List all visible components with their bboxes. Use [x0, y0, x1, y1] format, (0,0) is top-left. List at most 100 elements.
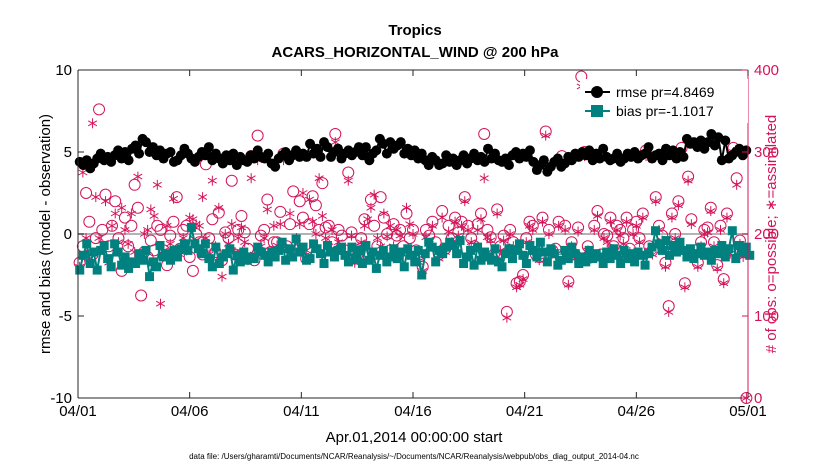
bias-marker	[204, 254, 214, 264]
bias-marker	[654, 239, 664, 249]
bias-marker	[731, 254, 741, 264]
bias-marker	[514, 239, 524, 249]
bias-marker	[741, 242, 751, 252]
bias-marker	[626, 249, 636, 259]
bias-marker	[511, 245, 521, 255]
obs-assimilated-marker	[634, 237, 645, 248]
obs-possible-marker	[151, 219, 164, 232]
obs-assimilated-marker	[343, 175, 353, 186]
obs-possible-marker	[303, 218, 316, 231]
bias-marker	[535, 237, 545, 247]
x-tick-label: 04/06	[171, 403, 209, 420]
bias-marker	[441, 242, 451, 252]
bias-marker	[658, 245, 668, 255]
bias-marker	[668, 240, 678, 250]
bias-marker	[605, 254, 615, 264]
obs-assimilated-marker	[712, 263, 722, 274]
bias-marker	[703, 247, 713, 257]
y-tick-label: -5	[59, 308, 72, 325]
obs-assimilated-marker	[94, 233, 104, 244]
bias-marker	[361, 240, 371, 250]
obs-possible-marker	[368, 219, 381, 232]
bias-marker	[542, 257, 552, 267]
rmse-marker	[709, 140, 720, 151]
bias-marker	[671, 247, 681, 257]
obs-assimilated-marker	[87, 118, 98, 129]
bias-marker	[602, 247, 612, 257]
bias-marker	[462, 252, 472, 262]
bias-marker	[567, 242, 577, 252]
bias-marker	[734, 240, 744, 250]
obs-assimilated-marker	[143, 224, 153, 235]
obs-assimilated-marker	[660, 261, 671, 272]
obs-assimilated-marker	[476, 214, 486, 225]
y-tick-label: 0	[64, 226, 72, 243]
bias-marker	[724, 244, 734, 254]
obs-possible-marker	[274, 205, 287, 218]
bias-marker	[570, 249, 580, 259]
y2-tick-label: 300	[754, 144, 779, 161]
bias-marker	[350, 254, 360, 264]
rmse-marker	[395, 137, 406, 148]
obs-assimilated-marker	[308, 216, 318, 227]
obs-assimilated-marker	[269, 220, 279, 231]
bias-marker	[183, 245, 193, 255]
bias-marker	[357, 259, 367, 269]
rmse-marker	[305, 138, 316, 149]
bias-marker	[117, 260, 127, 270]
rmse-marker	[270, 161, 281, 172]
bias-marker	[326, 247, 336, 257]
bias-marker	[235, 257, 245, 267]
obs-possible-marker	[309, 199, 322, 212]
obs-assimilated-marker	[194, 220, 204, 231]
bias-marker	[124, 263, 134, 273]
obs-assimilated-marker	[628, 229, 638, 239]
obs-possible-marker	[254, 229, 267, 242]
obs-assimilated-marker	[405, 219, 415, 230]
bias-marker	[340, 250, 350, 260]
bias-marker	[399, 262, 409, 272]
bias-marker	[378, 245, 388, 255]
obs-assimilated-marker	[602, 237, 612, 248]
y2-axis-label: # of obs: o=possible; ∗=assimilated	[763, 115, 780, 354]
obs-possible-marker	[293, 195, 306, 208]
bias-marker	[364, 255, 374, 265]
bias-marker	[207, 262, 217, 272]
obs-assimilated-marker	[262, 204, 272, 215]
obs-possible-marker	[251, 129, 264, 142]
obs-assimilated-marker	[702, 227, 713, 238]
bias-marker	[532, 252, 542, 262]
bias-marker	[336, 242, 346, 252]
bias-marker	[637, 250, 647, 260]
bias-marker	[584, 245, 594, 255]
obs-possible-marker	[128, 178, 141, 191]
obs-possible-marker	[109, 195, 122, 208]
obs-possible-marker	[296, 211, 309, 224]
obs-possible-marker	[131, 201, 144, 214]
bias-marker	[493, 257, 503, 267]
rmse-marker	[483, 143, 494, 154]
bias-marker	[713, 249, 723, 259]
bias-marker	[616, 259, 626, 269]
obs-possible-marker	[374, 191, 387, 204]
bias-marker	[413, 245, 423, 255]
obs-possible-marker	[105, 219, 118, 232]
rmse-marker	[552, 153, 563, 164]
rmse-marker	[741, 145, 752, 156]
bias-marker	[371, 263, 381, 273]
obs-assimilated-marker	[346, 230, 357, 241]
bias-marker	[720, 252, 730, 262]
bias-marker	[200, 239, 210, 249]
rmse-marker	[315, 151, 326, 162]
obs-assimilated-marker	[382, 231, 392, 242]
bias-marker	[466, 245, 476, 255]
obs-assimilated-marker	[259, 233, 269, 244]
bias-marker	[396, 247, 406, 257]
bias-marker	[103, 254, 113, 264]
bias-marker	[410, 257, 420, 267]
obs-possible-marker	[316, 177, 329, 190]
bias-marker	[644, 249, 654, 259]
obs-assimilated-marker	[133, 171, 143, 182]
rmse-marker	[360, 142, 371, 153]
obs-assimilated-marker	[638, 212, 648, 223]
